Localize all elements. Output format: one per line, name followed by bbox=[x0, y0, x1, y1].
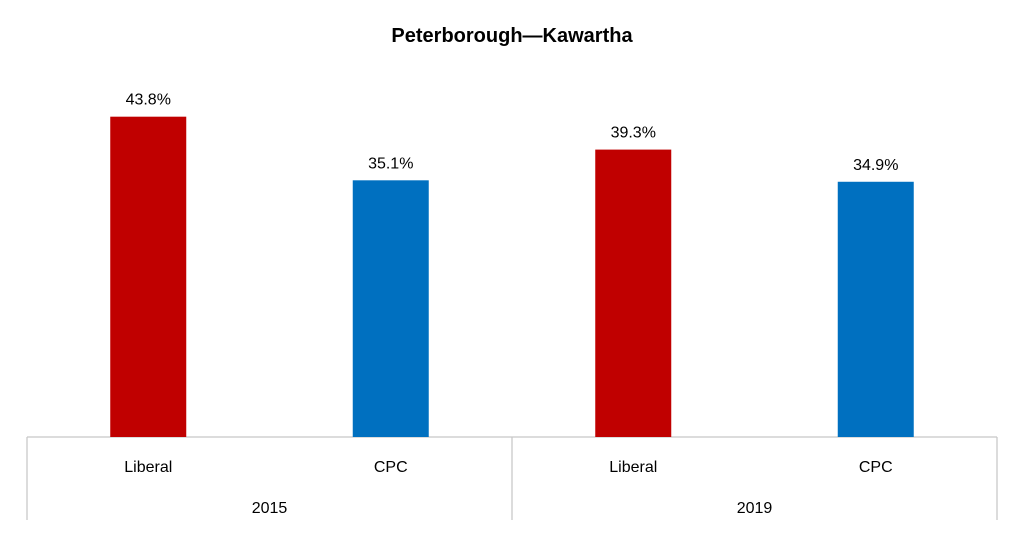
bar-2019-cpc bbox=[837, 181, 914, 437]
category-tick-label: CPC bbox=[859, 459, 893, 476]
bars bbox=[110, 116, 914, 438]
data-label: 43.8% bbox=[126, 92, 171, 109]
category-tick-label: Liberal bbox=[124, 459, 172, 476]
bar-2015-cpc bbox=[352, 180, 429, 438]
data-label: 39.3% bbox=[611, 125, 656, 142]
group-tick-label: 2015 bbox=[252, 500, 288, 517]
bar-2015-liberal bbox=[110, 116, 187, 437]
group-tick-label: 2019 bbox=[737, 500, 773, 517]
category-tick-label: Liberal bbox=[609, 459, 657, 476]
bar-2019-liberal bbox=[595, 149, 672, 437]
data-labels: 43.8% 35.1% 39.3% 34.9% bbox=[126, 92, 899, 174]
data-label: 34.9% bbox=[853, 157, 898, 174]
chart-title: Peterborough—Kawartha bbox=[391, 25, 633, 47]
category-tick-label: CPC bbox=[374, 459, 408, 476]
category-axis: Liberal CPC 2015 Liberal CPC 2019 bbox=[26, 436, 998, 520]
data-label: 35.1% bbox=[368, 155, 413, 172]
